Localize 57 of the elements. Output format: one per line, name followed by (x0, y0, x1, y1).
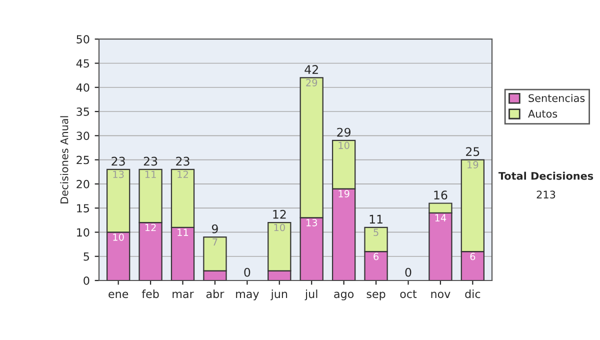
data-label: 11 (145, 170, 156, 178)
data-label: 29 (306, 78, 318, 86)
x-tick-label: ago (334, 292, 354, 300)
total-label: 42 (304, 65, 318, 74)
legend-label: Autos (528, 110, 558, 118)
total-label: 29 (337, 128, 350, 137)
y-tick-label: 15 (77, 204, 89, 212)
x-tick-label: feb (142, 290, 159, 298)
x-tick-label: jul (304, 290, 318, 300)
x-tick-label: may (236, 292, 259, 300)
x-tick-label: ene (108, 292, 128, 298)
y-tick-label: 45 (76, 59, 89, 68)
data-label: 6 (374, 252, 379, 260)
total-label: 0 (405, 268, 412, 277)
x-tick-label: nov (431, 292, 450, 298)
data-label: 19 (338, 190, 350, 198)
x-tick-label: mar (172, 292, 194, 298)
y-tick-label: 5 (84, 252, 89, 261)
data-label: 10 (113, 233, 124, 241)
total-label: 12 (273, 210, 286, 219)
y-tick-label: 40 (76, 83, 90, 92)
y-tick-label: 25 (76, 156, 89, 164)
data-label: 10 (338, 142, 350, 150)
total-label: 23 (144, 156, 158, 166)
data-label: 6 (470, 252, 476, 260)
total-label: 23 (112, 156, 125, 166)
total-label: 11 (370, 214, 382, 224)
y-tick-label: 0 (84, 276, 90, 285)
total-label: 23 (176, 156, 190, 166)
y-tick-label: 50 (76, 35, 90, 44)
data-label: 13 (113, 170, 124, 178)
y-tick-label: 10 (77, 228, 90, 237)
y-tick-label: 20 (76, 180, 90, 188)
x-tick-label: sep (366, 292, 386, 300)
data-label: 12 (178, 170, 188, 178)
x-tick-label: abr (206, 290, 224, 298)
data-label: 11 (178, 228, 188, 236)
text: Total Decisiones (498, 172, 594, 180)
x-tick-label: jun (270, 290, 288, 300)
data-label: 7 (212, 238, 218, 246)
data-label: 19 (468, 161, 478, 168)
y-axis-title: Decisiones Anual (60, 116, 68, 204)
data-label: 5 (374, 228, 378, 236)
total-label: 9 (212, 224, 218, 234)
total-label: 16 (434, 190, 448, 200)
data-label: 12 (145, 224, 156, 232)
legend-label: Sentencias (528, 94, 585, 102)
data-label: 13 (306, 218, 318, 226)
y-tick-label: 35 (76, 107, 89, 116)
data-label: 14 (435, 214, 446, 222)
total-label: 0 (244, 268, 250, 277)
text: 213 (536, 190, 556, 199)
total-label: 25 (466, 147, 480, 156)
y-tick-label: 30 (76, 132, 90, 140)
data-label: 10 (274, 224, 285, 232)
x-tick-label: dic (465, 290, 480, 298)
x-tick-label: oct (400, 290, 417, 298)
